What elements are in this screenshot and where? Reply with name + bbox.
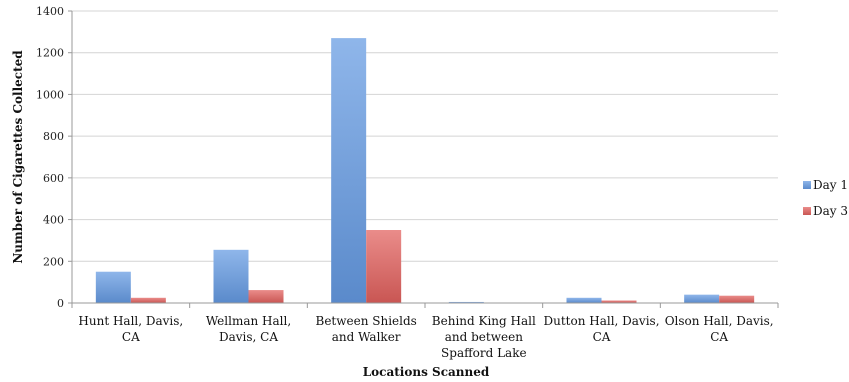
- x-tick-label: Wellman Hall,: [206, 314, 291, 328]
- bar-day-1: [566, 297, 602, 303]
- x-tick-label: Spafford Lake: [441, 346, 527, 360]
- bar-day-1: [331, 38, 367, 303]
- x-tick-label: Davis, CA: [219, 330, 278, 344]
- y-tick-label: 1000: [36, 88, 64, 101]
- y-tick-label: 600: [43, 172, 64, 185]
- y-tick-label: 0: [57, 297, 64, 310]
- legend: Day 1 Day 3: [803, 178, 848, 218]
- x-tick-label: CA: [593, 330, 611, 344]
- y-tick-label: 800: [43, 130, 64, 143]
- bar-day-3: [601, 300, 637, 303]
- bar-day-3: [248, 290, 284, 303]
- legend-swatch: [803, 181, 811, 189]
- x-tick-label: Dutton Hall, Davis,: [543, 314, 659, 328]
- gridlines: [72, 10, 778, 262]
- x-tick-label: and between: [445, 330, 523, 344]
- bar-day-1: [213, 249, 249, 303]
- legend-label: Day 3: [813, 204, 848, 218]
- legend-swatch: [803, 207, 811, 215]
- y-tick-label: 400: [43, 214, 64, 227]
- x-tick-label: Olson Hall, Davis,: [665, 314, 774, 328]
- bar-day-3: [366, 230, 402, 303]
- y-tick-label: 1400: [36, 5, 64, 18]
- bar-day-3: [719, 295, 755, 303]
- labels: 0 200 400 600 800 1000 1200 1400 Hunt Hall, Davi…: [36, 5, 774, 360]
- bar-day-3: [130, 297, 166, 303]
- bar-day-1: [448, 301, 484, 303]
- x-tick-label: Behind King Hall: [432, 314, 536, 328]
- y-axis-title: Number of Cigarettes Collected: [11, 50, 25, 264]
- x-tick-label: CA: [122, 330, 140, 344]
- x-tick-label: Between Shields: [316, 314, 417, 328]
- legend-label: Day 1: [813, 178, 848, 192]
- x-tick-label: and Walker: [332, 330, 401, 344]
- bars: [95, 38, 755, 303]
- x-axis-title: Locations Scanned: [363, 365, 490, 379]
- y-tick-label: 1200: [36, 47, 64, 60]
- x-tick-label: CA: [710, 330, 728, 344]
- x-tick-label: Hunt Hall, Davis,: [78, 314, 183, 328]
- bar-day-1: [95, 271, 131, 303]
- axes: [68, 10, 779, 308]
- y-tick-label: 200: [43, 255, 64, 268]
- bar-day-1: [684, 294, 720, 303]
